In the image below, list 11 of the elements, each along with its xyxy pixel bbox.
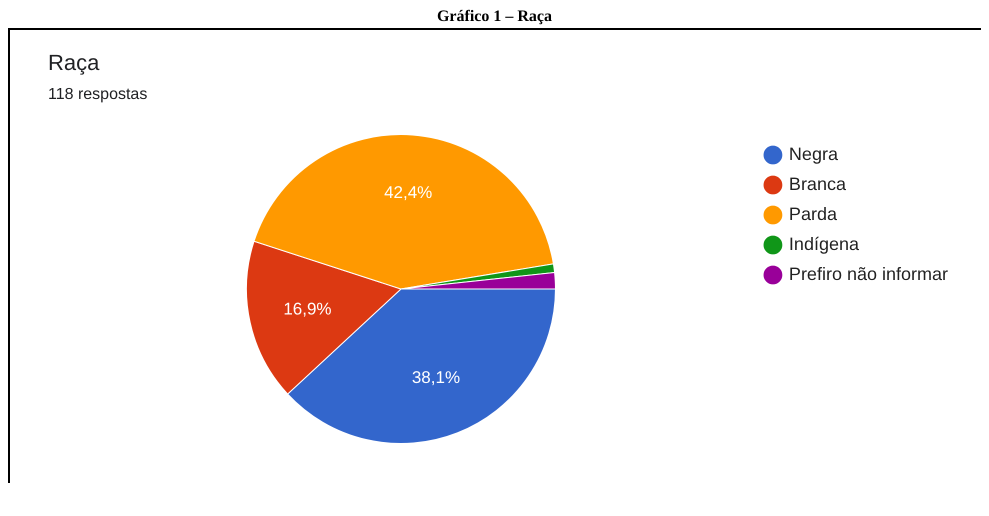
text: 118 respostas [48,86,148,104]
data-label: 42,4% [384,183,432,202]
legend-label: Negra [788,144,839,164]
legend-label: Parda [788,204,838,224]
legend-label: Indígena [788,234,860,254]
text: Gráfico 1 – Raça [436,8,554,26]
chart-title: Raça [48,50,100,76]
legend-label: Prefiro não informar [788,264,948,284]
data-label: 38,1% [412,368,460,387]
legend-label: Branca [788,174,847,194]
data-label: 16,9% [283,299,332,318]
